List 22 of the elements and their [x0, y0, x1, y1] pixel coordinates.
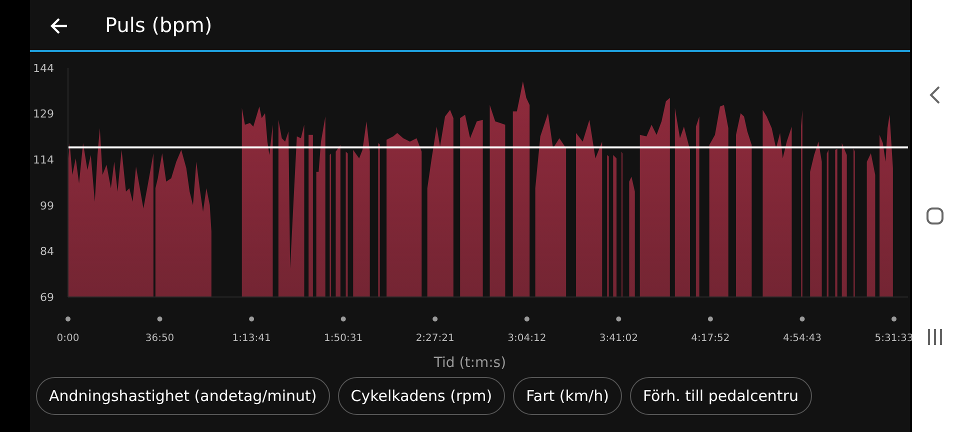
y-tick-label: 129: [33, 108, 54, 121]
x-axis-title: Tid (t:m:s): [432, 355, 508, 371]
text: Cykelkadens (rpm): [338, 377, 506, 415]
x-tick-label: 1:13:41: [232, 333, 271, 344]
text: Fart (km/h): [513, 377, 622, 415]
x-tick-label: 4:17:52: [691, 333, 730, 344]
x-tick-label: 5:31:33: [874, 333, 914, 344]
y-tick-label: 144: [33, 62, 54, 75]
x-tick-label: 3:41:02: [599, 333, 638, 344]
chart-title: Puls (bpm): [105, 13, 212, 37]
y-tick-label: 84: [40, 245, 54, 258]
text: Andningshastighet (andetag/minut): [36, 377, 330, 415]
y-tick-label: 114: [33, 154, 54, 167]
y-tick-label: 99: [40, 199, 54, 212]
x-tick-label: 36:50: [145, 333, 174, 344]
text: Förh. till pedalcentru: [630, 377, 812, 415]
y-tick-label: 69: [40, 290, 54, 304]
x-tick-label: 3:04:12: [508, 333, 546, 344]
x-tick-label: 2:27:21: [416, 333, 454, 344]
x-tick-label: 4:54:43: [782, 333, 822, 344]
x-tick-label: 0:00: [56, 333, 80, 344]
x-tick-label: 1:50:31: [324, 333, 363, 344]
